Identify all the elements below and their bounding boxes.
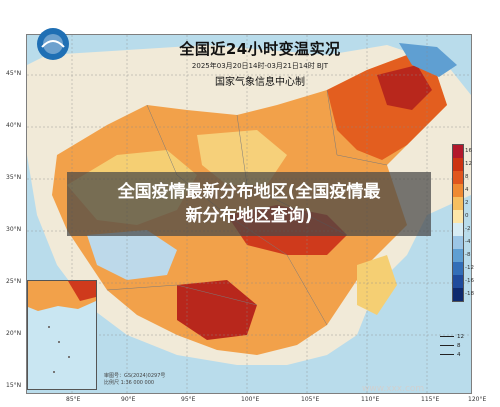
legend-label: -4 xyxy=(465,238,471,245)
inset-map xyxy=(28,281,96,373)
northeast-hot-core xyxy=(377,65,432,110)
legend-swatch xyxy=(453,158,463,171)
headline-line-2: 新分布地区查询) xyxy=(185,206,313,226)
wind-label-4: 4 xyxy=(457,351,461,358)
legend-swatch xyxy=(453,236,463,249)
legend-label: 8 xyxy=(465,173,469,180)
legend-label: 4 xyxy=(465,186,469,193)
legend-label: -8 xyxy=(465,251,471,258)
legend-swatch xyxy=(453,275,463,288)
wind-legend: 12 8 4 xyxy=(440,332,470,359)
northeast-cool-patch xyxy=(399,43,457,77)
lat-label-25: 25°N xyxy=(6,278,22,285)
lon-label-95: 95°E xyxy=(181,396,196,403)
wind-row-12: 12 xyxy=(440,332,470,341)
legend-label: -2 xyxy=(465,225,471,232)
wind-arrow-icon xyxy=(440,354,454,355)
cma-logo xyxy=(37,28,69,60)
map-approval-number: 审图号：GS(2024)0297号 xyxy=(104,373,166,379)
southwest-hot-region xyxy=(177,280,257,340)
wind-row-8: 8 xyxy=(440,341,470,350)
map-organization: 国家气象信息中心制 xyxy=(215,77,305,88)
watermark: www.xxx.com xyxy=(362,384,425,394)
wind-arrow-icon xyxy=(440,336,454,337)
scale-note: 审图号：GS(2024)0297号 比例尺 1:36 000 000 xyxy=(104,372,165,386)
lon-label-100: 100°E xyxy=(241,396,260,403)
legend-label: 2 xyxy=(465,199,469,206)
wind-arrow-icon xyxy=(440,345,454,346)
wind-row-4: 4 xyxy=(440,350,470,359)
legend-swatch xyxy=(453,262,463,275)
lon-label-105: 105°E xyxy=(301,396,320,403)
lat-label-40: 40°N xyxy=(6,122,22,129)
legend-swatch xyxy=(453,184,463,197)
legend-label: 0 xyxy=(465,212,469,219)
wind-label-8: 8 xyxy=(457,342,461,349)
legend-swatch xyxy=(453,171,463,184)
headline-banner: 全国疫情最新分布地区(全国疫情最 新分布地区查询) xyxy=(67,172,431,236)
yellow-region-north xyxy=(197,130,287,185)
lon-label-90: 90°E xyxy=(121,396,136,403)
headline-line-1: 全国疫情最新分布地区(全国疫情最 xyxy=(117,182,381,202)
legend-swatch xyxy=(453,288,463,301)
legend-label: 12 xyxy=(465,160,472,167)
temperature-legend xyxy=(452,144,464,302)
lat-label-30: 30°N xyxy=(6,226,22,233)
lon-label-85: 85°E xyxy=(66,396,81,403)
lat-label-20: 20°N xyxy=(6,330,22,337)
legend-label: -16 xyxy=(465,277,474,284)
wind-label-12: 12 xyxy=(457,333,464,340)
legend-swatch xyxy=(453,249,463,262)
map-title: 全国近24小时变温实况 xyxy=(179,40,341,58)
map-scale: 比例尺 1:36 000 000 xyxy=(104,380,155,386)
map-title-block: 全国近24小时变温实况 2025年03月20日14时-03月21日14时 BJT… xyxy=(160,38,360,88)
legend-label: -12 xyxy=(465,264,474,271)
tibet-cool-region xyxy=(87,230,177,280)
legend-swatch xyxy=(453,223,463,236)
lat-label-15: 15°N xyxy=(6,382,22,389)
headline-text: 全国疫情最新分布地区(全国疫情最 新分布地区查询) xyxy=(108,180,391,228)
lat-label-45: 45°N xyxy=(6,70,22,77)
lon-label-115: 115°E xyxy=(421,396,440,403)
lat-label-35: 35°N xyxy=(6,174,22,181)
legend-swatch xyxy=(453,210,463,223)
legend-label: 16 xyxy=(465,147,472,154)
legend-swatch xyxy=(453,145,463,158)
legend-label: -18 xyxy=(465,290,474,297)
map-subtitle: 2025年03月20日14时-03月21日14时 BJT xyxy=(191,62,329,70)
legend-swatch xyxy=(453,197,463,210)
lon-label-110: 110°E xyxy=(361,396,380,403)
south-china-sea-inset xyxy=(27,280,97,390)
lon-label-120: 120°E xyxy=(468,396,487,403)
